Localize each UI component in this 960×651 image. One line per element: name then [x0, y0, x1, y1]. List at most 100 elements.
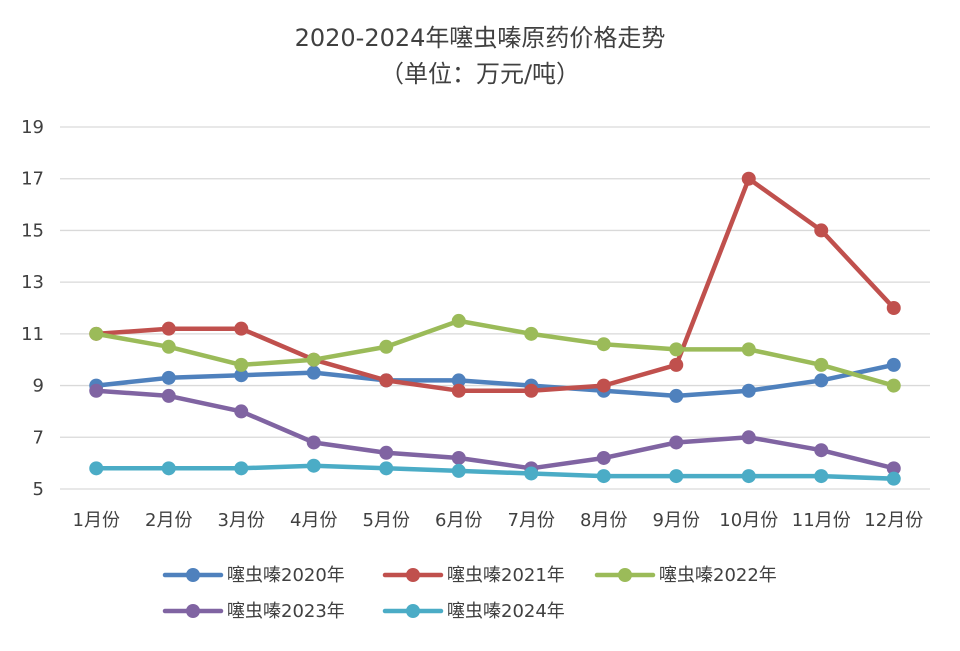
y-tick-label: 13: [21, 272, 44, 293]
data-point: [451, 383, 466, 398]
data-point: [379, 373, 394, 388]
chart-title: 2020-2024年噻虫嗪原药价格走势: [295, 24, 666, 52]
data-point: [741, 171, 756, 186]
data-point: [306, 435, 321, 450]
data-point: [814, 357, 829, 372]
data-point: [161, 461, 176, 476]
data-point: [669, 469, 684, 484]
legend-item-2: 噻虫嗪2021年: [382, 565, 565, 586]
legend-item-5: 噻虫嗪2024年: [382, 601, 565, 622]
data-point: [886, 378, 901, 393]
series-2: [89, 171, 901, 398]
data-point: [741, 383, 756, 398]
legend-label: 噻虫嗪2024年: [447, 601, 565, 622]
data-point: [89, 383, 104, 398]
data-point: [451, 313, 466, 328]
legend-label: 噻虫嗪2020年: [227, 565, 345, 586]
data-point: [524, 383, 539, 398]
data-point: [234, 368, 249, 383]
x-tick-label: 6月份: [435, 510, 482, 531]
data-point: [814, 443, 829, 458]
data-point: [234, 321, 249, 336]
x-tick-label: 3月份: [218, 510, 265, 531]
data-point: [886, 461, 901, 476]
data-point: [741, 430, 756, 445]
series-line: [94, 318, 897, 388]
data-point: [379, 461, 394, 476]
data-point: [234, 461, 249, 476]
data-point: [234, 404, 249, 419]
x-tick-label: 12月份: [864, 510, 923, 531]
data-point: [161, 370, 176, 385]
data-point: [379, 339, 394, 354]
series-group: [89, 171, 901, 486]
data-point: [814, 373, 829, 388]
data-point: [451, 463, 466, 478]
data-point: [234, 357, 249, 372]
data-point: [89, 326, 104, 341]
x-tick-label: 7月份: [508, 510, 555, 531]
series-4: [89, 383, 901, 476]
data-point: [161, 321, 176, 336]
data-point: [669, 388, 684, 403]
data-point: [89, 461, 104, 476]
legend-marker-icon: [406, 568, 420, 582]
data-point: [379, 445, 394, 460]
data-point: [741, 342, 756, 357]
gridlines: [60, 126, 930, 490]
data-point: [596, 378, 611, 393]
x-tick-label: 8月份: [580, 510, 627, 531]
data-point: [886, 357, 901, 372]
data-point: [524, 466, 539, 481]
y-tick-label: 11: [21, 324, 44, 345]
y-tick-label: 15: [21, 220, 44, 241]
chart-subtitle: （单位：万元/吨）: [380, 60, 580, 88]
series-5: [89, 458, 901, 486]
y-tick-label: 7: [33, 427, 44, 448]
series-line: [94, 463, 897, 481]
legend-label: 噻虫嗪2021年: [447, 565, 565, 586]
data-point: [596, 469, 611, 484]
legend-item-4: 噻虫嗪2023年: [162, 601, 345, 622]
data-point: [451, 373, 466, 388]
x-tick-label: 1月份: [73, 510, 120, 531]
y-tick-label: 19: [21, 117, 44, 138]
legend-marker-icon: [186, 604, 200, 618]
legend-marker-icon: [186, 568, 200, 582]
y-tick-label: 9: [33, 376, 44, 397]
y-tick-label: 5: [33, 479, 44, 500]
data-point: [451, 450, 466, 465]
data-point: [596, 450, 611, 465]
data-point: [669, 435, 684, 450]
legend-label: 噻虫嗪2023年: [227, 601, 345, 622]
x-tick-label: 11月份: [792, 510, 851, 531]
data-point: [741, 469, 756, 484]
x-tick-label: 5月份: [363, 510, 410, 531]
legend-item-1: 噻虫嗪2020年: [162, 565, 345, 586]
data-point: [814, 469, 829, 484]
x-tick-label: 10月份: [719, 510, 778, 531]
data-point: [524, 326, 539, 341]
data-point: [596, 337, 611, 352]
data-point: [814, 223, 829, 238]
data-point: [306, 458, 321, 473]
data-point: [886, 471, 901, 486]
x-tick-label: 9月份: [653, 510, 700, 531]
data-point: [161, 339, 176, 354]
x-tick-label: 4月份: [290, 510, 337, 531]
data-point: [306, 352, 321, 367]
data-point: [886, 301, 901, 315]
data-point: [306, 365, 321, 380]
data-point: [669, 342, 684, 357]
series-3: [89, 313, 901, 393]
series-line: [94, 362, 897, 399]
y-tick-label: 17: [21, 169, 44, 190]
data-point: [161, 388, 176, 403]
legend-label: 噻虫嗪2022年: [659, 565, 777, 586]
series-line: [94, 176, 897, 393]
legend-item-3: 噻虫嗪2022年: [594, 565, 777, 586]
data-point: [669, 357, 684, 372]
